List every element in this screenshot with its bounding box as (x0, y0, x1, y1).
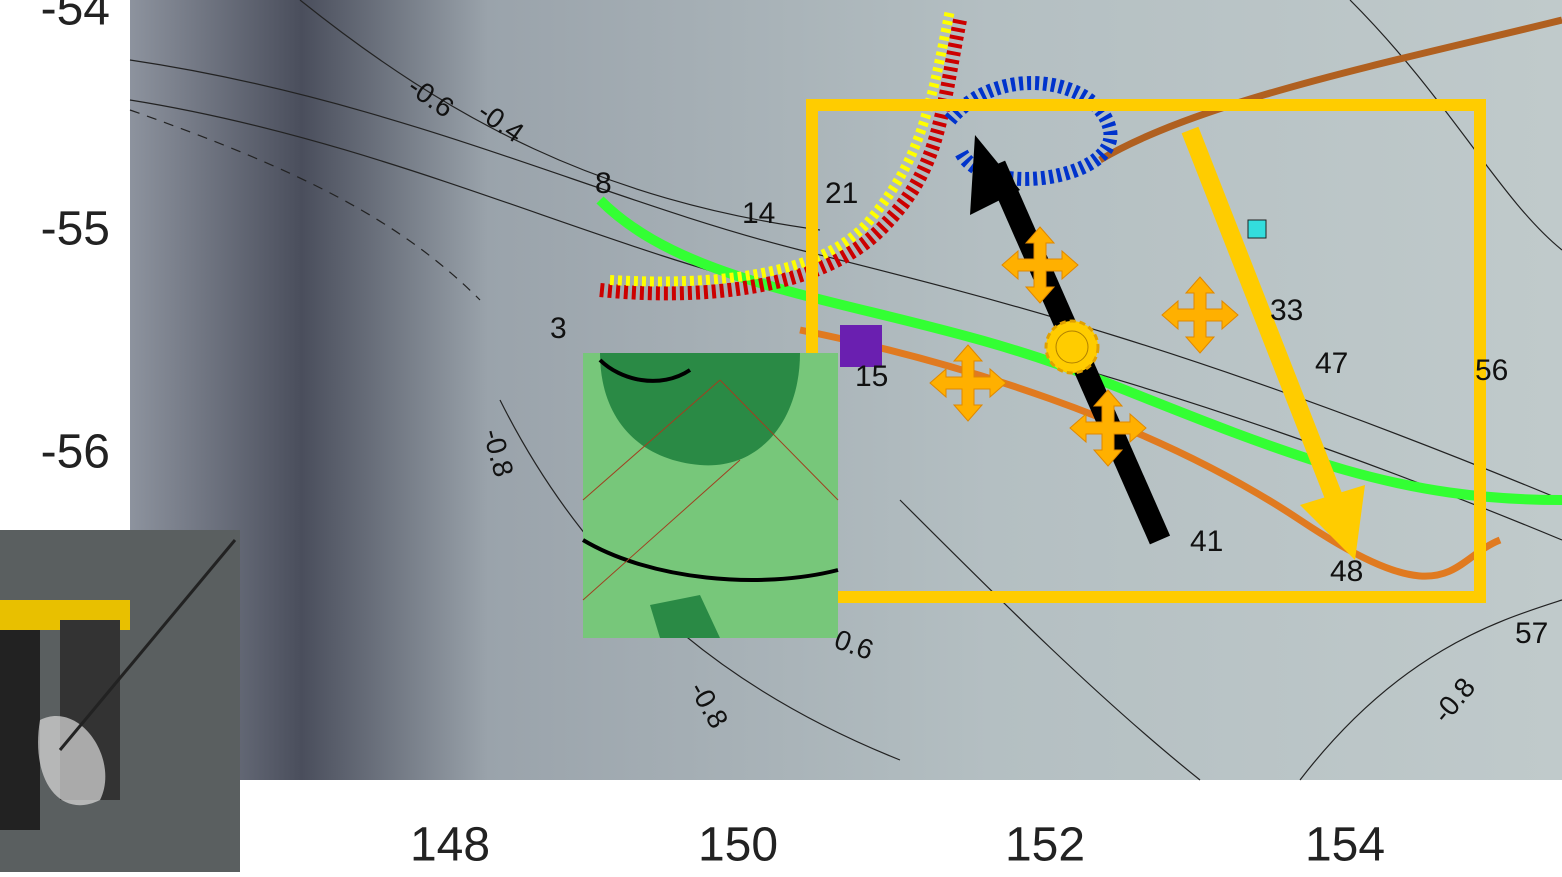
marker-square (1248, 220, 1266, 238)
station-label: 8 (595, 167, 612, 200)
station-label: 47 (1315, 347, 1348, 380)
station-label: 48 (1330, 555, 1363, 588)
station-label: 33 (1270, 294, 1303, 327)
station-label: 41 (1190, 525, 1223, 558)
y-tick-label: -56 (41, 426, 110, 479)
x-tick-label: 152 (1005, 819, 1085, 872)
y-tick-label: -54 (41, 0, 110, 36)
station-label: 21 (825, 177, 858, 210)
photo-inset (0, 530, 240, 872)
inset-map (583, 353, 838, 638)
sun-icon (1046, 321, 1098, 373)
station-label: 57 (1515, 617, 1548, 650)
station-label: 3 (550, 312, 567, 345)
x-tick-label: 154 (1305, 819, 1385, 872)
y-tick-label: -55 (41, 203, 110, 256)
x-tick-label: 150 (698, 819, 778, 872)
x-axis-labels: 148 150 152 154 (410, 819, 1385, 872)
x-tick-label: 148 (410, 819, 490, 872)
bathymetry (130, 0, 1562, 780)
station-label: 56 (1475, 354, 1508, 387)
map-figure: -54 -55 -56 148 150 152 154 -0.6 -0.4 -0… (0, 0, 1562, 872)
station-label: 14 (742, 197, 775, 230)
y-axis-labels: -54 -55 -56 (41, 0, 110, 479)
station-label: 15 (855, 360, 888, 393)
